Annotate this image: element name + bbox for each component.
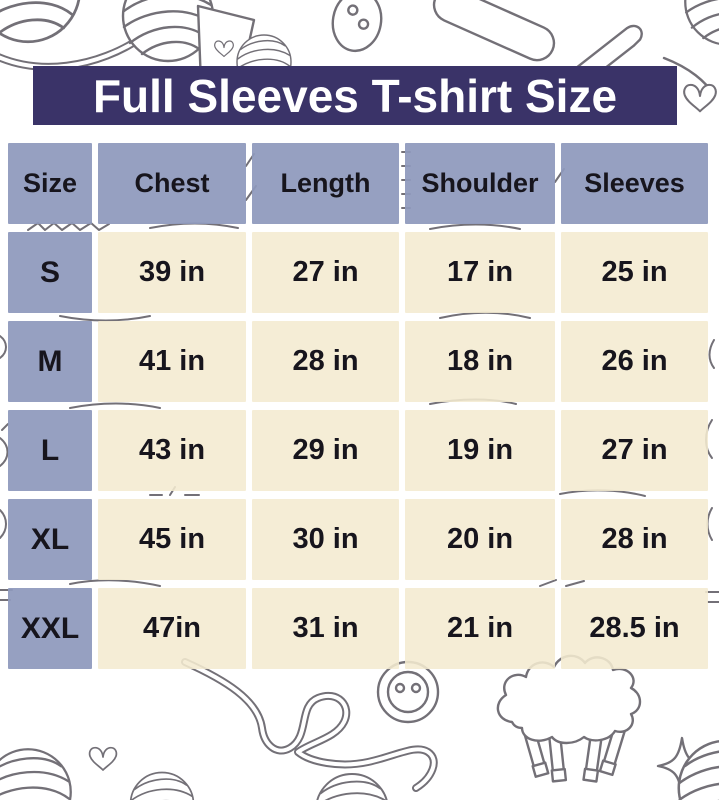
column-header-sleeves: Sleeves <box>561 143 708 224</box>
cell-xxl-shoulder: 21 in <box>405 588 555 669</box>
cell-s-chest: 39 in <box>98 232 246 313</box>
doodle-marks <box>0 151 719 603</box>
cell-xxl-length: 31 in <box>252 588 399 669</box>
cell-m-size: M <box>8 321 92 402</box>
button-icon <box>376 660 440 724</box>
yarn-ball-icon <box>315 773 389 800</box>
cell-xl-length: 30 in <box>252 499 399 580</box>
yarn-ball-icon <box>0 748 72 800</box>
cell-xl-chest: 45 in <box>98 499 246 580</box>
knitting-needle-icon <box>432 0 556 62</box>
cell-s-size: S <box>8 232 92 313</box>
cell-s-length: 27 in <box>252 232 399 313</box>
column-header-shoulder: Shoulder <box>405 143 555 224</box>
cell-xxl-chest: 47in <box>98 588 246 669</box>
cell-s-sleeves: 25 in <box>561 232 708 313</box>
cell-m-sleeves: 26 in <box>561 321 708 402</box>
page-title: Full Sleeves T-shirt Size <box>92 69 618 122</box>
cell-xxl-sleeves: 28.5 in <box>561 588 708 669</box>
title-banner: Full Sleeves T-shirt Size <box>33 66 677 125</box>
size-table: Size Chest Length Shoulder Sleeves S 39 … <box>8 143 708 669</box>
heart-icon <box>88 746 118 771</box>
column-header-length: Length <box>252 143 399 224</box>
yarn-ball-icon <box>684 0 719 46</box>
cell-xl-sleeves: 28 in <box>561 499 708 580</box>
yarn-thread-heart-icon <box>181 658 438 792</box>
heart-icon <box>683 83 717 113</box>
button-icon <box>331 0 383 53</box>
cell-l-length: 29 in <box>252 410 399 491</box>
cell-s-shoulder: 17 in <box>405 232 555 313</box>
cell-l-shoulder: 19 in <box>405 410 555 491</box>
cell-m-shoulder: 18 in <box>405 321 555 402</box>
cell-l-size: L <box>8 410 92 491</box>
cell-l-sleeves: 27 in <box>561 410 708 491</box>
sheep-icon <box>496 654 642 783</box>
column-header-chest: Chest <box>98 143 246 224</box>
cell-m-length: 28 in <box>252 321 399 402</box>
cell-xl-shoulder: 20 in <box>405 499 555 580</box>
yarn-ball-icon <box>129 771 195 800</box>
yarn-ball-icon <box>0 0 82 44</box>
cell-m-chest: 41 in <box>98 321 246 402</box>
column-header-size: Size <box>8 143 92 224</box>
cell-xxl-size: XXL <box>8 588 92 669</box>
cell-l-chest: 43 in <box>98 410 246 491</box>
cell-xl-size: XL <box>8 499 92 580</box>
